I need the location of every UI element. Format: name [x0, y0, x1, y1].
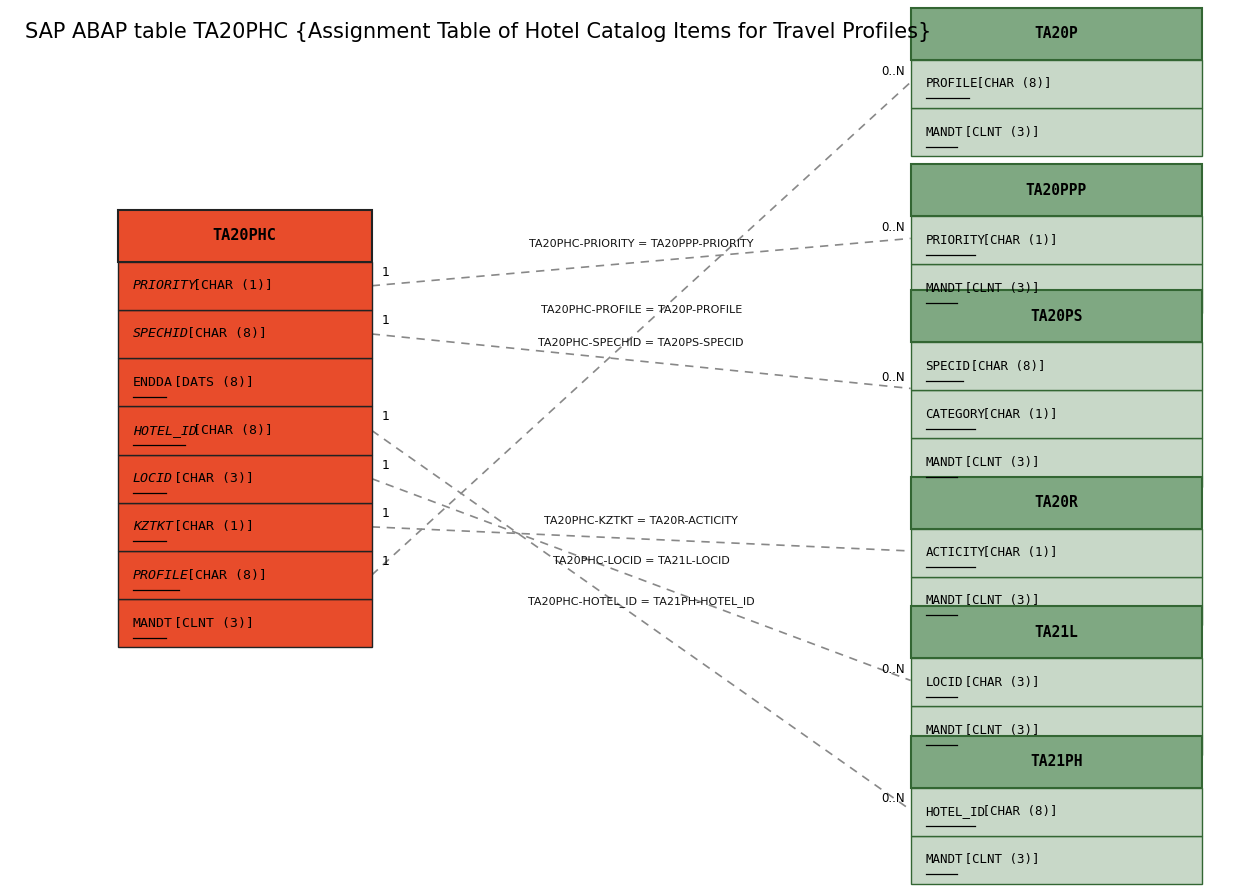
- Text: 1: 1: [382, 458, 389, 472]
- Text: 0..N: 0..N: [881, 663, 904, 676]
- Text: TA21PH: TA21PH: [1030, 755, 1083, 769]
- Text: MANDT: MANDT: [926, 854, 963, 866]
- Bar: [911, 477, 1202, 529]
- Text: MANDT: MANDT: [926, 456, 963, 469]
- Bar: [911, 736, 1202, 788]
- Bar: [911, 8, 1202, 60]
- Bar: [118, 310, 372, 358]
- Text: 1: 1: [382, 265, 389, 279]
- Text: LOCID: LOCID: [926, 676, 963, 689]
- Text: TA20P: TA20P: [1035, 27, 1078, 41]
- Text: 0..N: 0..N: [881, 371, 904, 384]
- Text: [CLNT (3)]: [CLNT (3)]: [957, 595, 1040, 607]
- Bar: [118, 262, 372, 310]
- Bar: [911, 836, 1202, 884]
- Bar: [911, 390, 1202, 438]
- Text: [CHAR (1)]: [CHAR (1)]: [975, 408, 1058, 421]
- Text: [CHAR (8)]: [CHAR (8)]: [178, 328, 266, 340]
- Text: TA20PHC-LOCID = TA21L-LOCID: TA20PHC-LOCID = TA21L-LOCID: [553, 556, 730, 566]
- Text: [CHAR (8)]: [CHAR (8)]: [963, 360, 1046, 372]
- Text: [CHAR (8)]: [CHAR (8)]: [975, 805, 1058, 818]
- Text: KZTKT: KZTKT: [133, 521, 172, 533]
- Bar: [911, 577, 1202, 625]
- Text: HOTEL_ID: HOTEL_ID: [133, 424, 197, 437]
- Text: PROFILE: PROFILE: [926, 78, 978, 90]
- Bar: [911, 342, 1202, 390]
- Text: TA20PHC: TA20PHC: [213, 229, 276, 243]
- Text: SPECID: SPECID: [926, 360, 970, 372]
- Bar: [911, 438, 1202, 487]
- Text: MANDT: MANDT: [926, 595, 963, 607]
- Text: TA21L: TA21L: [1035, 625, 1078, 639]
- Bar: [118, 455, 372, 503]
- Text: [CLNT (3)]: [CLNT (3)]: [957, 282, 1040, 295]
- Bar: [118, 503, 372, 551]
- Text: [CHAR (8)]: [CHAR (8)]: [186, 424, 274, 437]
- Bar: [911, 706, 1202, 755]
- Text: TA20PPP: TA20PPP: [1026, 183, 1087, 197]
- Bar: [118, 358, 372, 406]
- Text: MANDT: MANDT: [926, 126, 963, 138]
- Text: TA20PS: TA20PS: [1030, 309, 1083, 323]
- Text: PRIORITY: PRIORITY: [926, 234, 985, 246]
- Bar: [911, 658, 1202, 706]
- Text: [CLNT (3)]: [CLNT (3)]: [957, 854, 1040, 866]
- Bar: [911, 606, 1202, 658]
- Text: TA20PHC-SPECHID = TA20PS-SPECID: TA20PHC-SPECHID = TA20PS-SPECID: [539, 338, 743, 347]
- Text: ENDDA: ENDDA: [133, 376, 172, 388]
- Bar: [911, 264, 1202, 313]
- Text: 0..N: 0..N: [881, 792, 904, 805]
- Text: TA20PHC-KZTKT = TA20R-ACTICITY: TA20PHC-KZTKT = TA20R-ACTICITY: [544, 515, 738, 525]
- Text: LOCID: LOCID: [133, 472, 172, 485]
- Bar: [118, 551, 372, 599]
- Bar: [911, 788, 1202, 836]
- Text: TA20PHC-HOTEL_ID = TA21PH-HOTEL_ID: TA20PHC-HOTEL_ID = TA21PH-HOTEL_ID: [528, 596, 755, 607]
- Bar: [911, 108, 1202, 156]
- Text: [CHAR (1)]: [CHAR (1)]: [186, 280, 274, 292]
- Text: [CLNT (3)]: [CLNT (3)]: [957, 724, 1040, 737]
- Bar: [911, 290, 1202, 342]
- Bar: [118, 210, 372, 262]
- Text: MANDT: MANDT: [926, 724, 963, 737]
- Text: TA20PHC-PRIORITY = TA20PPP-PRIORITY: TA20PHC-PRIORITY = TA20PPP-PRIORITY: [529, 238, 753, 248]
- Text: TA20R: TA20R: [1035, 496, 1078, 510]
- Text: TA20PHC-PROFILE = TA20P-PROFILE: TA20PHC-PROFILE = TA20P-PROFILE: [540, 305, 742, 315]
- Bar: [911, 216, 1202, 264]
- Bar: [911, 164, 1202, 216]
- Text: [CHAR (1)]: [CHAR (1)]: [975, 547, 1058, 559]
- Text: 0..N: 0..N: [881, 221, 904, 234]
- Text: [DATS (8)]: [DATS (8)]: [166, 376, 254, 388]
- Text: 1: 1: [382, 506, 389, 520]
- Text: CATEGORY: CATEGORY: [926, 408, 985, 421]
- Text: [CLNT (3)]: [CLNT (3)]: [957, 456, 1040, 469]
- Text: PRIORITY: PRIORITY: [133, 280, 197, 292]
- Text: 1: 1: [382, 313, 389, 327]
- Text: PROFILE: PROFILE: [133, 569, 188, 581]
- Text: SPECHID: SPECHID: [133, 328, 188, 340]
- Text: HOTEL_ID: HOTEL_ID: [926, 805, 985, 818]
- Text: 1: 1: [382, 555, 389, 568]
- Text: [CLNT (3)]: [CLNT (3)]: [166, 617, 254, 630]
- Bar: [911, 60, 1202, 108]
- Text: 0..N: 0..N: [881, 64, 904, 78]
- Bar: [911, 529, 1202, 577]
- Text: [CHAR (1)]: [CHAR (1)]: [166, 521, 254, 533]
- Text: [CHAR (3)]: [CHAR (3)]: [957, 676, 1040, 689]
- Text: SAP ABAP table TA20PHC {Assignment Table of Hotel Catalog Items for Travel Profi: SAP ABAP table TA20PHC {Assignment Table…: [25, 22, 930, 42]
- Text: [CHAR (3)]: [CHAR (3)]: [166, 472, 254, 485]
- Bar: [118, 406, 372, 455]
- Text: [CHAR (8)]: [CHAR (8)]: [178, 569, 266, 581]
- Text: MANDT: MANDT: [926, 282, 963, 295]
- Text: [CHAR (1)]: [CHAR (1)]: [975, 234, 1058, 246]
- Bar: [118, 599, 372, 647]
- Text: ACTICITY: ACTICITY: [926, 547, 985, 559]
- Text: [CLNT (3)]: [CLNT (3)]: [957, 126, 1040, 138]
- Text: 1: 1: [382, 410, 389, 423]
- Text: MANDT: MANDT: [133, 617, 172, 630]
- Text: [CHAR (8)]: [CHAR (8)]: [969, 78, 1052, 90]
